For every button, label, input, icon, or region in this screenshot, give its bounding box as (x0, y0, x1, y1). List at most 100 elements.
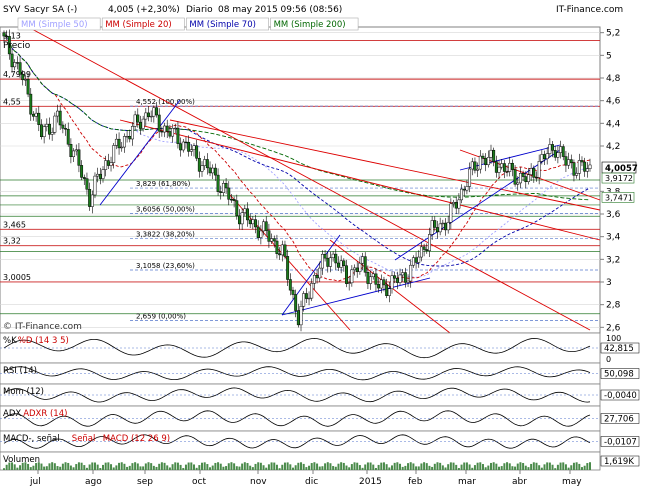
volume-bar (305, 467, 308, 470)
fib-label: 4,552 (100,00%) (136, 98, 195, 106)
candle (72, 150, 76, 157)
volume-bar (126, 466, 129, 470)
candle (457, 199, 461, 209)
volume-bar (118, 462, 121, 470)
candle (211, 167, 215, 174)
candle (248, 219, 252, 225)
candle (133, 114, 137, 127)
volume-bar (417, 466, 420, 470)
watermark: © IT-Finance.com (3, 322, 82, 332)
volume-bar (35, 463, 38, 470)
volume-bar (554, 468, 557, 470)
candle (363, 256, 367, 273)
volume-bar (262, 465, 265, 470)
marker-value: 3,7471 (605, 193, 633, 202)
volume-bar (348, 467, 351, 470)
volume-bar (527, 467, 530, 470)
candle (304, 293, 308, 299)
volume-bar (503, 463, 506, 470)
volume-bar (385, 464, 388, 470)
volume-bar (495, 463, 498, 470)
candle (296, 310, 300, 326)
candle (243, 208, 247, 213)
candle (588, 164, 592, 169)
volume-bar (372, 464, 375, 470)
candle (259, 230, 263, 238)
volume-bar (326, 462, 329, 470)
candle (147, 112, 150, 118)
candle (470, 161, 474, 170)
candle (56, 110, 59, 117)
candle (548, 144, 552, 154)
candle (112, 145, 116, 163)
candle (454, 202, 458, 209)
volume-bar (211, 465, 214, 470)
volume-bar (369, 462, 372, 470)
volume-bar (358, 465, 361, 470)
volume-bar (463, 462, 466, 470)
candle (465, 186, 469, 191)
volume-bar (59, 466, 62, 470)
header-period: Diario (186, 5, 213, 15)
indicator-label-secondary: Señal (72, 434, 96, 444)
candle (422, 246, 426, 250)
volume-bar (238, 466, 241, 470)
indicator-tick: 100 (606, 334, 621, 343)
candle (61, 124, 65, 129)
volume-bar (91, 462, 94, 470)
trend-line (119, 119, 601, 241)
volume-bar (291, 467, 294, 470)
volume-bar (45, 466, 48, 470)
candle (275, 240, 279, 254)
volume-bar (364, 464, 367, 470)
volume-bar (297, 462, 300, 470)
y-tick-label: 3,4 (606, 233, 621, 243)
volume-bar (257, 462, 260, 470)
candle (165, 125, 169, 132)
volume-bar (436, 462, 439, 470)
indicator-label-secondary: MACD (12 26 9) (103, 434, 170, 444)
candle (366, 272, 370, 284)
volume-bar (267, 464, 270, 470)
candle (23, 79, 27, 81)
candle (53, 115, 57, 133)
volume-bar (142, 466, 145, 470)
volume-bar (361, 467, 364, 470)
candle (294, 294, 298, 311)
candle (34, 112, 38, 117)
moving-average-line (3, 35, 591, 282)
volume-bar (484, 467, 487, 470)
candle (510, 162, 514, 170)
volume-bar (337, 463, 340, 470)
legend-box (101, 17, 185, 31)
candle (516, 182, 520, 185)
candle (468, 168, 472, 187)
candle (267, 230, 271, 242)
volume-bar (201, 462, 204, 470)
candle (433, 220, 437, 228)
candle (227, 187, 231, 200)
candle (553, 150, 557, 158)
candle (540, 154, 544, 162)
candle (254, 219, 257, 228)
candle (569, 159, 573, 163)
candle (310, 283, 314, 299)
indicator-value-box (600, 389, 640, 401)
volume-bar (572, 462, 575, 470)
volume-bar (115, 465, 118, 470)
x-tick-label: jul (29, 477, 41, 487)
volume-bar (283, 462, 286, 470)
volume-bar (340, 462, 343, 470)
indicator-label: RSI (14) (3, 366, 37, 376)
candle (502, 163, 506, 172)
candle (160, 131, 164, 133)
candle (128, 135, 132, 140)
volume-bar (415, 466, 418, 470)
volume-bar (310, 463, 313, 470)
candle (40, 124, 43, 137)
candle (85, 178, 89, 190)
candle (251, 219, 255, 225)
candle (403, 272, 407, 283)
volume-bar (254, 463, 257, 470)
